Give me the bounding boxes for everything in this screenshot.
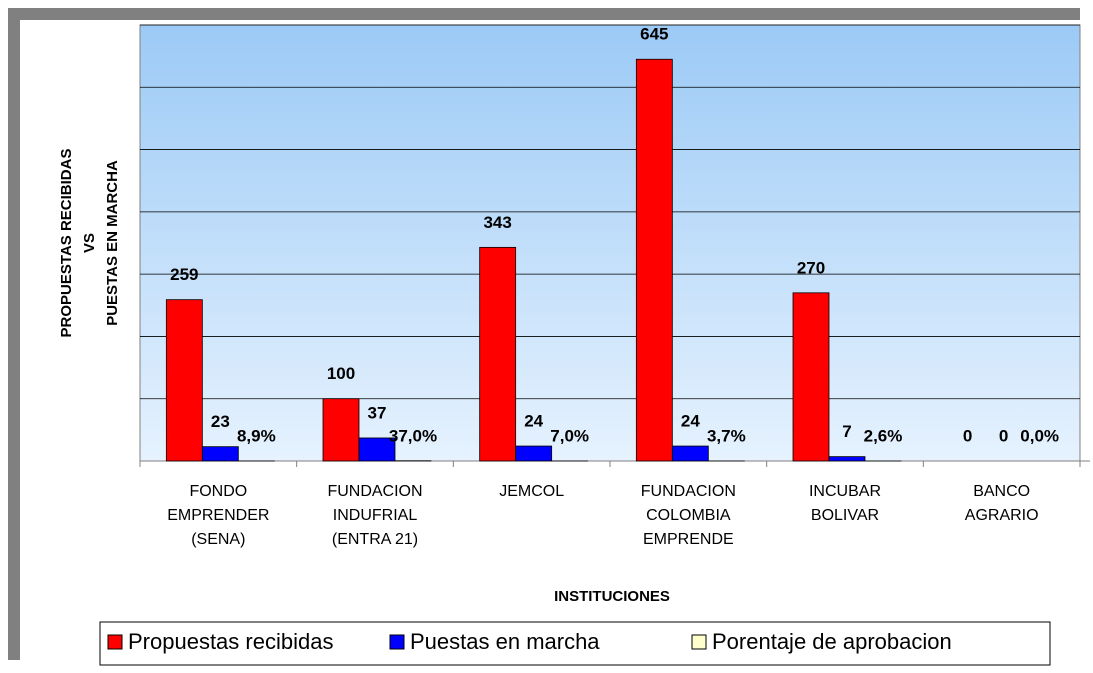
legend-label: Propuestas recibidas (128, 629, 333, 654)
bar (201, 446, 239, 462)
bar (479, 246, 517, 462)
value-label: 24 (524, 412, 543, 431)
value-label: 0,0% (1020, 426, 1059, 445)
bar (515, 445, 553, 462)
bar (165, 299, 203, 462)
value-label: 645 (640, 25, 668, 44)
value-label: 2,6% (864, 426, 903, 445)
value-label: 3,7% (707, 426, 746, 445)
value-label: 8,9% (237, 426, 276, 445)
bar (635, 58, 673, 462)
value-label: 7,0% (550, 426, 589, 445)
x-tick-label: (ENTRA 21) (332, 531, 418, 548)
value-label: 0 (999, 426, 1008, 445)
y-axis-title-line: VS (81, 233, 98, 253)
value-label: 7 (842, 422, 851, 441)
bar (828, 456, 866, 462)
legend-swatch (691, 634, 707, 650)
x-tick-label: AGRARIO (965, 507, 1039, 524)
legend-swatch (389, 634, 405, 650)
x-tick-label: INCUBAR (809, 483, 881, 500)
x-tick-label: JEMCOL (499, 483, 564, 500)
frame-left (8, 8, 20, 660)
value-label: 0 (963, 426, 972, 445)
frame-top (8, 8, 1080, 20)
x-tick-label: BANCO (973, 483, 1030, 500)
value-label: 270 (797, 258, 825, 277)
value-label: 259 (170, 265, 198, 284)
x-tick-label: EMPRENDE (643, 531, 734, 548)
legend (99, 621, 1051, 666)
legend-swatch (107, 634, 123, 650)
x-tick-label: (SENA) (191, 531, 245, 548)
x-tick-label: INDUFRIAL (333, 507, 418, 524)
y-axis-title: PROPUESTAS RECIBIDAS VS PUESTAS EN MARCH… (58, 149, 121, 338)
value-label: 100 (327, 364, 355, 383)
value-label: 37,0% (389, 426, 437, 445)
value-label: 23 (211, 412, 230, 431)
x-tick-label: COLOMBIA (646, 507, 731, 524)
value-label: 24 (681, 412, 700, 431)
bar (792, 292, 830, 462)
value-label: 37 (368, 403, 387, 422)
x-axis-title: INSTITUCIONES (554, 588, 670, 605)
x-tick-label: BOLIVAR (811, 507, 879, 524)
legend-label: Puestas en marcha (410, 629, 600, 654)
x-tick-label: FUNDACION (641, 483, 736, 500)
y-axis-title-line: PUESTAS EN MARCHA (104, 160, 121, 326)
x-tick-label: EMPRENDER (167, 507, 269, 524)
bar (671, 445, 709, 462)
plot-area (139, 24, 1081, 462)
bar (358, 437, 396, 462)
x-tick-label: FUNDACION (327, 483, 422, 500)
x-tick-label: FONDO (189, 483, 247, 500)
legend-label: Porentaje de aprobacion (712, 629, 952, 654)
value-label: 343 (483, 213, 511, 232)
y-axis-title-line: PROPUESTAS RECIBIDAS (58, 149, 75, 338)
bar (322, 398, 360, 462)
